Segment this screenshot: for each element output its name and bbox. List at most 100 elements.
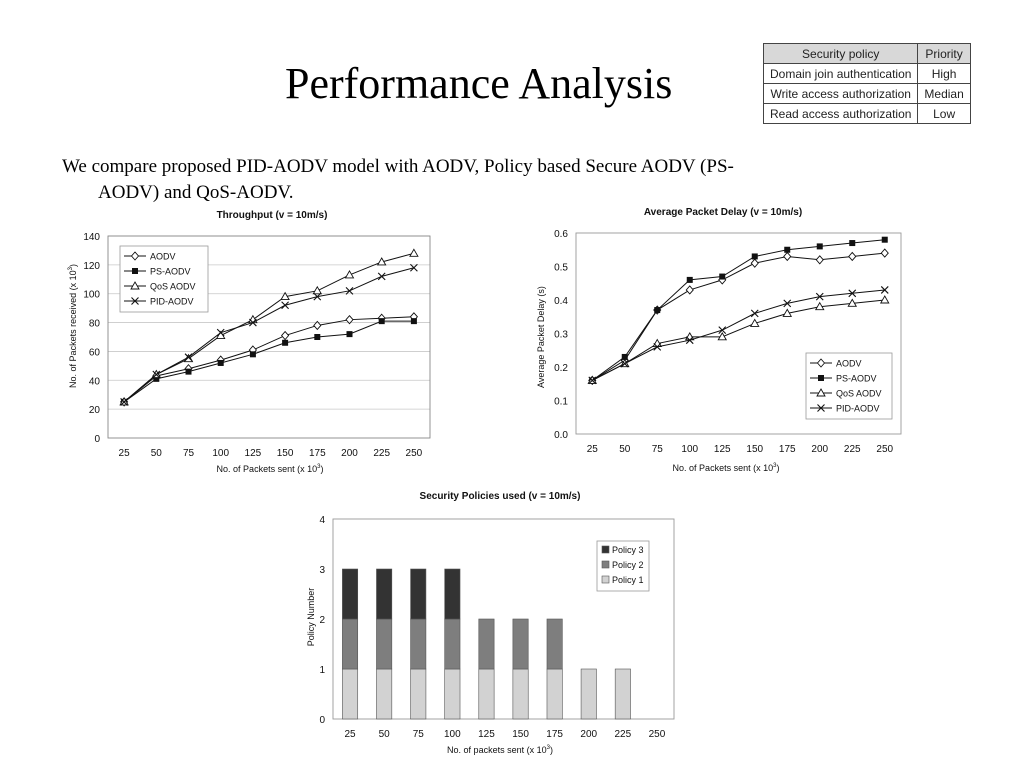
bar-segment: [478, 668, 495, 720]
square-marker: [654, 307, 661, 314]
x-tick-label: 175: [779, 444, 796, 455]
x-tick-label: 100: [444, 729, 461, 740]
series-line: [592, 299, 885, 381]
legend-swatch: [601, 545, 610, 554]
x-marker: [588, 376, 597, 385]
x-tick-label: 200: [341, 448, 358, 459]
y-tick-label: 0.6: [554, 229, 568, 240]
bar-segment: [342, 568, 359, 620]
x-marker: [131, 297, 139, 305]
square-marker: [153, 375, 160, 382]
table-row: Read access authorization Low: [762, 103, 971, 124]
x-tick-label: 150: [512, 729, 529, 740]
x-tick-label: 125: [714, 444, 731, 455]
triangle-marker: [814, 301, 825, 311]
x-axis-label: No. of Packets sent (x 103): [673, 463, 780, 473]
legend-label: AODV: [150, 252, 176, 262]
legend-label: QoS AODV: [836, 389, 882, 399]
y-tick-label: 3: [319, 565, 325, 576]
y-tick-label: 2: [319, 615, 325, 626]
legend-label: PS-AODV: [836, 374, 877, 384]
x-marker: [216, 328, 225, 337]
series-line: [592, 289, 885, 381]
chart-3: 0 1 2 3 4 25 50 75 100 125 150 175 200 225 250 Policy 3…: [319, 515, 675, 740]
y-tick-label: 120: [83, 261, 100, 272]
plot-frame: [575, 232, 902, 435]
x-marker: [345, 286, 354, 295]
x-marker: [750, 309, 759, 318]
slide-title: Performance Analysis: [285, 59, 673, 108]
triangle-marker: [130, 281, 140, 290]
y-tick-label: 0: [94, 434, 100, 445]
y-tick-label: 0.0: [554, 430, 568, 441]
diamond-marker: [816, 358, 826, 368]
legend-label: Policy 3: [612, 545, 644, 555]
y-tick-label: 20: [89, 405, 101, 416]
table-cell: Low: [917, 103, 971, 124]
x-marker: [377, 272, 386, 281]
square-marker: [185, 368, 192, 375]
bar-segment: [444, 568, 461, 620]
triangle-marker: [782, 308, 793, 317]
diamond-marker: [750, 258, 759, 268]
triangle-marker: [376, 257, 387, 266]
y-tick-label: 80: [89, 319, 101, 330]
square-marker: [282, 339, 289, 346]
x-tick-label: 250: [406, 448, 423, 459]
x-marker: [783, 299, 792, 308]
series-line: [123, 267, 415, 403]
square-marker: [378, 318, 385, 325]
diamond-marker: [130, 251, 140, 261]
legend-label: PID-AODV: [836, 404, 880, 414]
x-tick-label: 175: [309, 448, 326, 459]
y-tick-label: 0.3: [554, 330, 568, 341]
x-marker: [653, 343, 662, 351]
diamond-marker: [281, 330, 290, 341]
x-tick-label: 75: [183, 448, 195, 459]
y-tick-label: 140: [83, 232, 100, 243]
bar-segment: [614, 668, 631, 720]
x-marker: [410, 263, 418, 272]
plot-frame: [107, 235, 431, 439]
chart-title: Throughput (v = 10m/s): [217, 210, 328, 221]
square-marker: [346, 331, 353, 338]
x-axis-label: No. of Packets sent (x 103): [217, 464, 324, 474]
x-axis-label: No. of packets sent (x 103): [447, 745, 553, 755]
x-tick-label: 250: [649, 729, 666, 740]
bar-segment: [546, 618, 563, 670]
triangle-marker: [280, 291, 290, 301]
bar-segment: [512, 668, 529, 720]
series-line: [591, 239, 885, 381]
square-marker: [719, 273, 726, 280]
diamond-marker: [313, 320, 322, 331]
square-marker: [816, 243, 823, 250]
square-marker: [217, 359, 224, 366]
x-marker: [685, 336, 694, 345]
legend-label: Policy 1: [612, 575, 644, 585]
triangle-marker: [409, 248, 419, 257]
bar-segment: [342, 668, 359, 720]
bar-segment: [410, 668, 427, 720]
x-tick-label: 225: [844, 444, 861, 455]
bullet-line: We compare proposed PID-AODV model with …: [62, 156, 734, 177]
y-tick-label: 100: [83, 290, 100, 301]
x-tick-label: 225: [615, 729, 632, 740]
x-marker: [620, 359, 629, 368]
plot-frame: [332, 518, 675, 720]
x-marker: [313, 292, 322, 301]
x-tick-label: 200: [580, 729, 597, 740]
triangle-marker: [749, 318, 760, 327]
triangle-marker: [879, 295, 890, 304]
legend-swatch: [601, 560, 610, 569]
x-tick-label: 100: [212, 448, 229, 459]
y-tick-label: 0: [319, 715, 325, 726]
square-marker: [686, 276, 693, 283]
x-marker: [281, 301, 289, 310]
legend-label: QoS AODV: [150, 282, 196, 292]
bar-segment: [444, 668, 461, 720]
legend-label: PID-AODV: [150, 297, 194, 307]
series-line: [123, 252, 415, 403]
bar-segment: [546, 668, 563, 720]
square-marker: [410, 318, 417, 325]
